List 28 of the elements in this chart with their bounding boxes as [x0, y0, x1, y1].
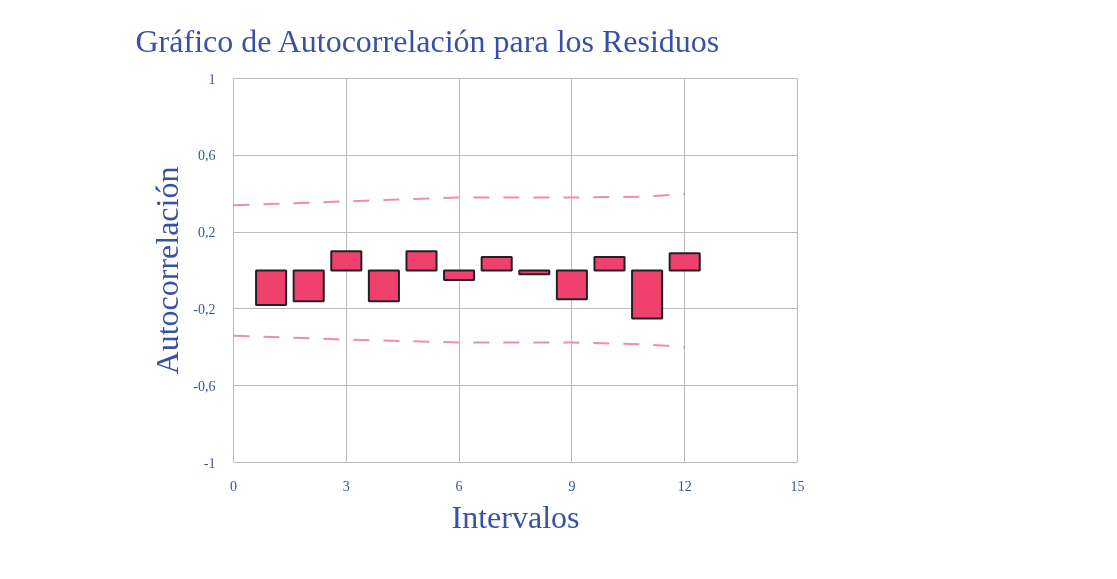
- x-tick-label: 3: [342, 478, 350, 494]
- y-tick-label: 0,2: [198, 225, 216, 241]
- line-series: [233, 192, 686, 207]
- y-tick-label: -0,6: [193, 378, 216, 394]
- bar: [668, 252, 701, 272]
- line-series: [233, 334, 686, 349]
- y-axis-title: Autocorrelación: [149, 166, 186, 375]
- y-tick-label: 1: [208, 71, 216, 87]
- y-tick-label: -1: [203, 455, 216, 471]
- bar: [555, 269, 588, 301]
- bar: [405, 250, 438, 272]
- y-tick-label: 0,6: [198, 148, 216, 164]
- chart-title: Gráfico de Autocorrelación para los Residuos: [135, 22, 720, 59]
- x-tick-label: 12: [677, 478, 692, 494]
- bar: [292, 269, 325, 303]
- bar: [443, 269, 476, 282]
- bar: [255, 269, 288, 307]
- x-axis-title: Intervalos: [451, 498, 580, 535]
- x-tick-label: 9: [568, 478, 576, 494]
- bar: [330, 250, 363, 272]
- x-tick-label: 0: [230, 478, 237, 494]
- bar: [631, 269, 664, 320]
- bar: [480, 256, 513, 272]
- bar: [593, 256, 626, 272]
- y-tick-label: -0,2: [193, 301, 216, 317]
- x-tick-label: 6: [455, 478, 463, 494]
- x-tick-label: 15: [790, 478, 805, 494]
- bar: [367, 269, 400, 303]
